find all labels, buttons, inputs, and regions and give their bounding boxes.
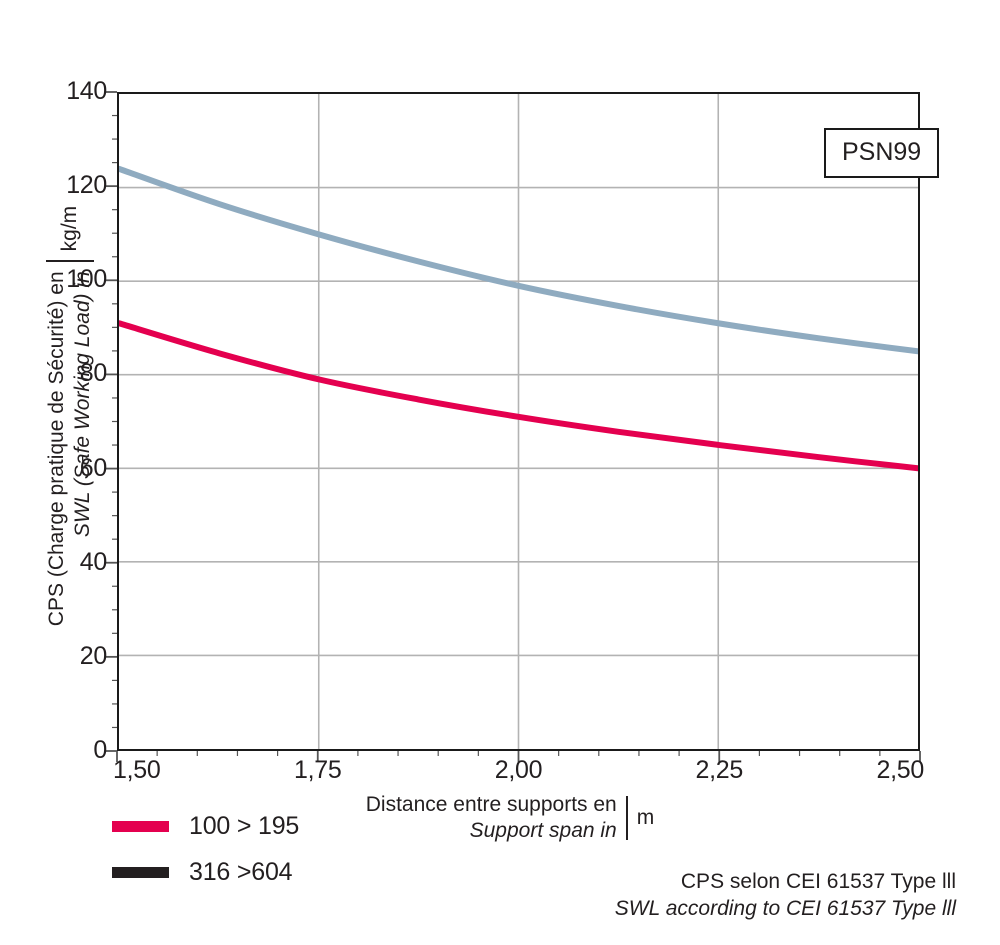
legend-item: 100 > 195 <box>112 808 299 844</box>
legend-swatch-icon <box>112 866 169 878</box>
legend-swatch-icon <box>112 820 169 832</box>
legend-label: 100 > 195 <box>189 811 300 840</box>
plot-svg <box>119 94 918 749</box>
y-axis-title-fr: CPS (Charge pratique de Sécurité) en <box>45 271 68 627</box>
y-axis-title: CPS (Charge pratique de Sécurité) en SWL… <box>44 106 96 726</box>
y-axis-tick-labels: 0 20 40 60 80 100 120 140 <box>32 79 108 763</box>
y-tick-label: 100 <box>66 265 107 294</box>
series-line-1 <box>119 165 918 355</box>
y-tick-label: 0 <box>93 736 107 764</box>
y-axis-title-en: SWL (Safe Working Load) in <box>71 271 94 538</box>
x-tick-label: 2,25 <box>695 756 744 784</box>
x-tick-label: 1,75 <box>294 756 342 784</box>
y-tick-label: 20 <box>79 641 108 670</box>
y-axis-unit: kg/m <box>58 205 81 252</box>
y-tick-label: 120 <box>66 171 107 200</box>
y-axis-title-text: CPS (Charge pratique de Sécurité) en SWL… <box>44 271 96 626</box>
annotation-box-psn99: PSN99 <box>824 128 940 178</box>
y-tick-label: 80 <box>79 359 108 388</box>
legend: 100 > 195 316 >604 <box>112 808 299 900</box>
legend-label: 316 >604 <box>189 857 293 886</box>
vertical-gridlines <box>317 94 720 749</box>
x-axis-tick-labels: 1,50 1,75 2,00 2,25 2,50 <box>113 756 924 796</box>
y-tick-label: 140 <box>66 77 107 105</box>
x-axis-title-fr: Distance entre supports en <box>365 793 617 816</box>
x-axis-unit: m <box>636 806 655 829</box>
x-tick-label: 2,00 <box>494 756 543 784</box>
x-axis-title-en: Support span in <box>469 819 617 842</box>
footnote: CPS selon CEI 61537 Type lll SWL accordi… <box>615 868 956 922</box>
series-line-2 <box>119 320 918 472</box>
legend-item: 316 >604 <box>112 854 299 890</box>
x-axis-title-text: Distance entre supports en Support span … <box>366 792 617 844</box>
series-lines <box>119 165 918 472</box>
x-axis-title-separator <box>625 796 628 840</box>
x-tick-label: 2,50 <box>876 756 925 784</box>
footnote-fr: CPS selon CEI 61537 Type lll <box>680 870 956 893</box>
footnote-en: SWL according to CEI 61537 Type lll <box>614 897 956 920</box>
x-axis-title: Distance entre supports en Support span … <box>300 792 720 844</box>
plot-area <box>117 92 920 751</box>
y-axis-title-separator <box>46 260 94 263</box>
x-tick-label: 1,50 <box>113 756 161 784</box>
y-tick-label: 40 <box>79 547 108 576</box>
y-tick-label: 60 <box>79 453 108 482</box>
